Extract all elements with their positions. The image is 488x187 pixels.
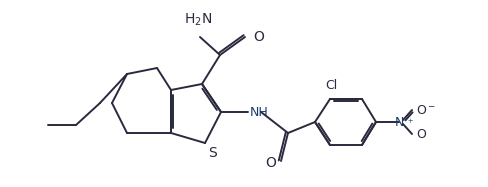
- Text: O$^-$: O$^-$: [416, 103, 436, 117]
- Text: H$_2$N: H$_2$N: [184, 12, 212, 28]
- Text: N: N: [394, 116, 404, 128]
- Text: NH: NH: [250, 105, 269, 119]
- Text: S: S: [208, 146, 217, 160]
- Text: Cl: Cl: [325, 79, 337, 92]
- Text: O: O: [416, 128, 426, 140]
- Text: O: O: [253, 30, 264, 44]
- Text: O: O: [265, 156, 276, 170]
- Text: $^+$: $^+$: [406, 118, 414, 128]
